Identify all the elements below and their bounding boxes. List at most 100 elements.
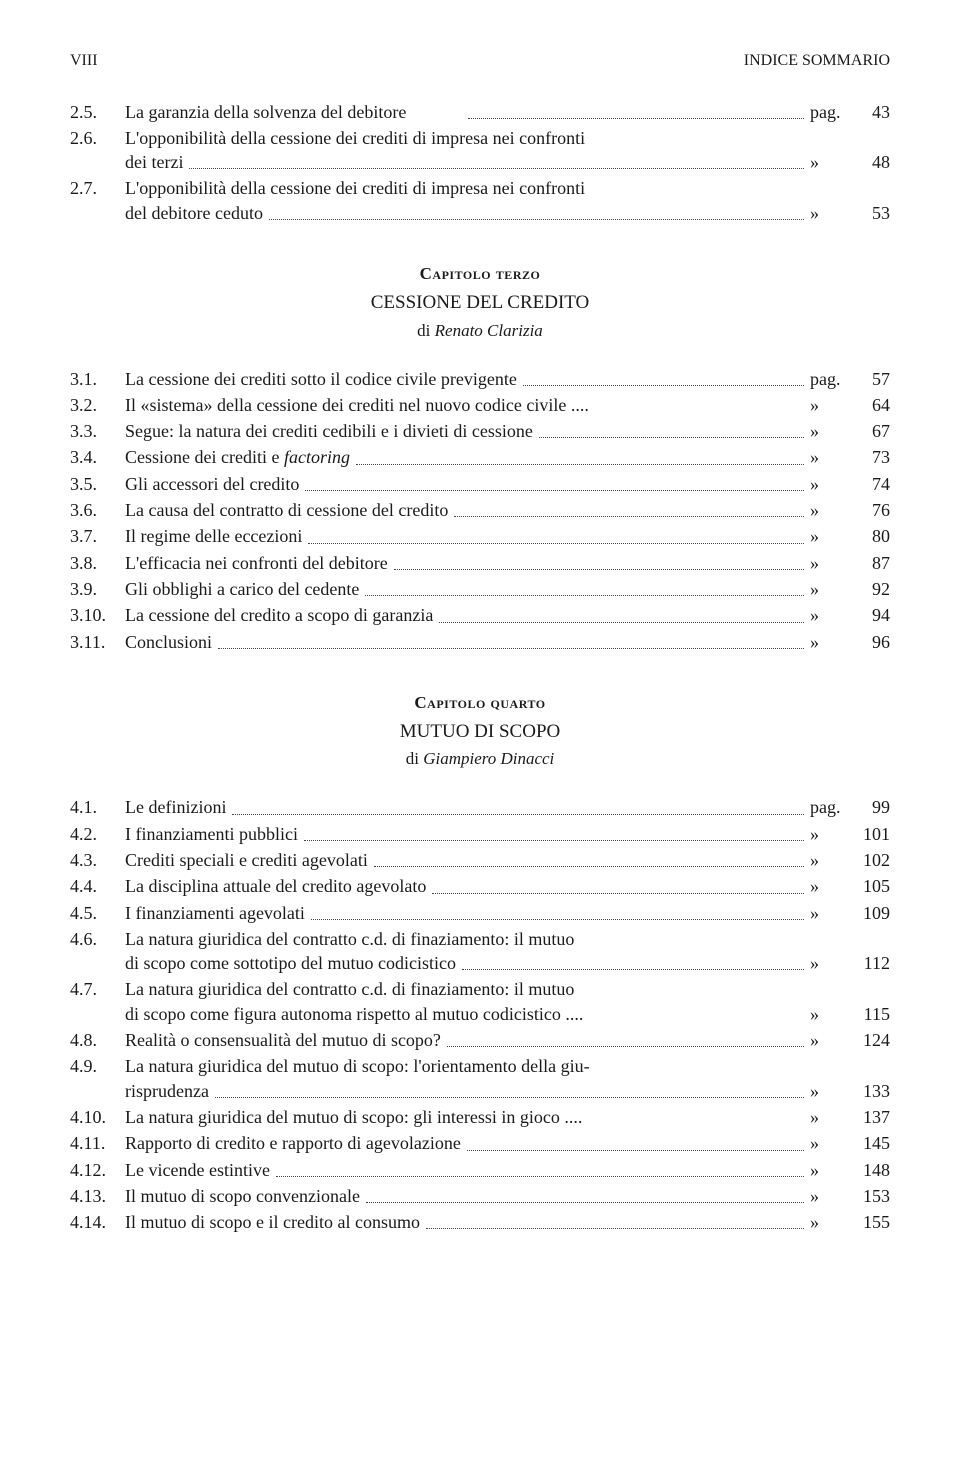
toc-entry: 3.6. La causa del contratto di cessione … [70,498,890,522]
page-symbol: » [810,1184,852,1208]
entry-number: 4.5. [70,901,125,925]
page-symbol: » [810,874,852,898]
page-number-roman: VIII [70,50,98,72]
entry-title-line2: di scopo come figura autonoma rispetto a… [125,1002,583,1026]
entry-title: La natura giuridica del mutuo di scopo: … [125,1105,582,1129]
page-symbol: » [810,472,852,496]
page-number: 148 [852,1158,890,1182]
page-number: 92 [852,577,890,601]
leader-dots [426,1228,804,1229]
entry-title-line2: del debitore ceduto [125,201,263,225]
entry-number: 4.10. [70,1105,125,1129]
toc-entry: 2.5. La garanzia della solvenza del debi… [70,100,890,124]
page-symbol: pag. [810,795,852,819]
entry-title: La garanzia della solvenza del debitore [125,100,462,124]
page-symbol: » [810,1079,852,1103]
entry-number: 4.8. [70,1028,125,1052]
entry-number: 4.1. [70,795,125,819]
entry-number: 4.14. [70,1210,125,1234]
leader-dots [365,595,804,596]
page-symbol: » [810,201,852,225]
entry-title-line2: dei terzi [125,150,183,174]
entry-number: 3.5. [70,472,125,496]
page-number: 74 [852,472,890,496]
leader-dots [374,866,804,867]
page-number: 87 [852,551,890,575]
leader-dots [432,893,804,894]
toc-entry: 4.14. Il mutuo di scopo e il credito al … [70,1210,890,1234]
page-number: 94 [852,603,890,627]
page-symbol: » [810,630,852,654]
chapter-title: CESSIONE DEL CREDITO [70,290,890,316]
leader-dots [215,1097,804,1098]
page-number: 99 [852,795,890,819]
entry-title: Le vicende estintive [125,1158,270,1182]
page-symbol: » [810,524,852,548]
toc-entry: 3.7. Il regime delle eccezioni » 80 [70,524,890,548]
page-number: 80 [852,524,890,548]
entry-title: Il mutuo di scopo e il credito al consum… [125,1210,420,1234]
toc-entry: 4.12. Le vicende estintive » 148 [70,1158,890,1182]
entry-title: Il regime delle eccezioni [125,524,302,548]
toc-entry: 4.3. Crediti speciali e crediti agevolat… [70,848,890,872]
page-symbol: » [810,577,852,601]
page-number: 48 [852,150,890,174]
page-number: 155 [852,1210,890,1234]
page-symbol: » [810,1105,852,1129]
entry-number: 3.2. [70,393,125,417]
entry-title: La cessione del credito a scopo di garan… [125,603,433,627]
entry-number: 4.11. [70,1131,125,1155]
toc-entry: 4.7. La natura giuridica del contratto c… [70,977,890,1026]
toc-entry: 4.13. Il mutuo di scopo convenzionale » … [70,1184,890,1208]
entry-title: Gli obblighi a carico del cedente [125,577,359,601]
toc-entry: 4.11. Rapporto di credito e rapporto di … [70,1131,890,1155]
chapter-author: di Renato Clarizia [70,320,890,343]
page-symbol: » [810,822,852,846]
leader-dots [269,219,804,220]
page-number: 145 [852,1131,890,1155]
toc-entry: 3.4. Cessione dei crediti e factoring » … [70,445,890,469]
entry-number: 3.10. [70,603,125,627]
page-symbol: » [810,901,852,925]
toc-entry: 3.9. Gli obblighi a carico del cedente »… [70,577,890,601]
entry-title: I finanziamenti agevolati [125,901,305,925]
toc-entry: 4.1. Le definizioni pag. 99 [70,795,890,819]
page-header: VIII INDICE SOMMARIO [70,50,890,72]
chapter-heading: Capitolo terzo CESSIONE DEL CREDITO di R… [70,263,890,343]
leader-dots [439,622,804,623]
entry-number: 4.13. [70,1184,125,1208]
page-number: 43 [852,100,890,124]
entry-number: 3.7. [70,524,125,548]
toc-entry: 4.6. La natura giuridica del contratto c… [70,927,890,976]
toc-entry: 3.10. La cessione del credito a scopo di… [70,603,890,627]
entry-title-line1: La natura giuridica del contratto c.d. d… [125,927,574,951]
entry-title-line2: di scopo come sottotipo del mutuo codici… [125,951,456,975]
page-number: 105 [852,874,890,898]
page-symbol: » [810,393,852,417]
chapter-number: Capitolo terzo [70,263,890,286]
entry-title-line1: La natura giuridica del mutuo di scopo: … [125,1054,590,1078]
page-number: 133 [852,1079,890,1103]
leader-dots [394,569,804,570]
page-number: 137 [852,1105,890,1129]
page-title: INDICE SOMMARIO [744,50,890,72]
entry-number: 2.7. [70,176,125,200]
page-symbol: » [810,1002,852,1026]
entry-number: 3.8. [70,551,125,575]
leader-dots [276,1176,804,1177]
leader-dots [467,1150,804,1151]
toc-entry: 4.9. La natura giuridica del mutuo di sc… [70,1054,890,1103]
entry-number: 3.9. [70,577,125,601]
chapter-heading: Capitolo quarto MUTUO DI SCOPO di Giampi… [70,692,890,772]
page-number: 64 [852,393,890,417]
page-symbol: pag. [810,367,852,391]
page-number: 76 [852,498,890,522]
page-number: 53 [852,201,890,225]
entry-number: 3.6. [70,498,125,522]
leader-dots [189,168,804,169]
page-symbol: » [810,951,852,975]
leader-dots [305,490,804,491]
leader-dots [232,814,804,815]
toc-entry: 2.6. L'opponibilità della cessione dei c… [70,126,890,175]
page-number: 57 [852,367,890,391]
